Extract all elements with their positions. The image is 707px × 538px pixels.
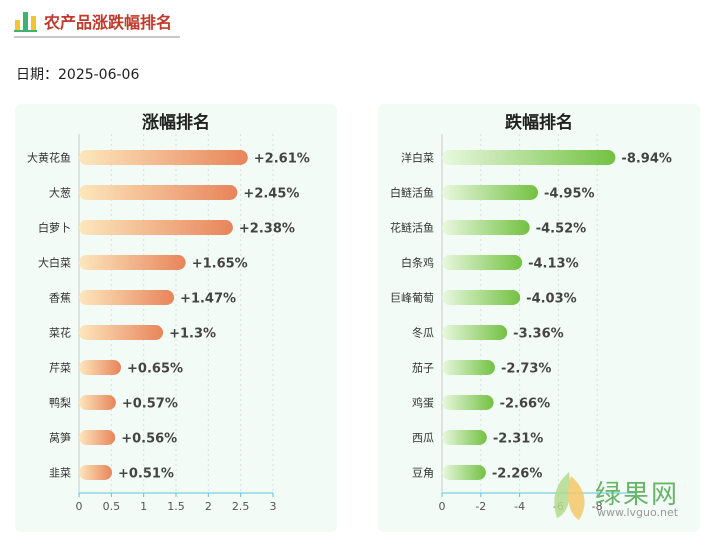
gain-x-tick-label: 2.5 bbox=[232, 500, 250, 513]
page-header: 农产品涨跌幅排名 bbox=[14, 6, 180, 38]
loss-x-tick-label: 0 bbox=[439, 500, 446, 513]
loss-chart-title: 跌幅排名 bbox=[505, 113, 573, 133]
loss-value-label: -2.73% bbox=[501, 362, 552, 377]
gain-value-label: +2.38% bbox=[239, 222, 295, 237]
watermark-url: www.lvguo.net bbox=[597, 506, 679, 519]
gain-bar bbox=[79, 430, 116, 445]
gain-bar bbox=[79, 360, 122, 375]
gain-bar bbox=[79, 465, 112, 480]
loss-value-label: -2.31% bbox=[493, 432, 543, 447]
loss-category-label: 洋白菜 bbox=[401, 151, 434, 165]
gain-value-label: +2.61% bbox=[254, 152, 310, 167]
gain-bar bbox=[79, 150, 248, 165]
watermark-brand: 绿果网 bbox=[595, 480, 680, 510]
loss-category-label: 冬瓜 bbox=[412, 326, 434, 340]
loss-chart: 0-2-4-6-8洋白菜-8.94%白鲢活鱼-4.95%花鲢活鱼-4.52%白条… bbox=[390, 134, 672, 513]
loss-category-label: 茄子 bbox=[412, 361, 434, 375]
gain-value-label: +1.65% bbox=[192, 257, 248, 272]
gain-chart-panel: 涨幅排名 0 0.5 1 1.5 2 2.5 3 大黄花鱼 +2.61% 大葱 +2.45% 白萝卜 +… bbox=[15, 104, 337, 532]
gain-value-label: +0.57% bbox=[122, 397, 178, 412]
loss-category-label: 白条鸡 bbox=[401, 256, 434, 270]
loss-category-label: 豆角 bbox=[412, 467, 434, 480]
gain-bar bbox=[79, 255, 186, 270]
loss-bar bbox=[442, 465, 486, 480]
bar-chart-icon bbox=[14, 12, 37, 32]
loss-value-label: -4.52% bbox=[536, 222, 587, 237]
header-divider bbox=[14, 36, 180, 38]
gain-bar bbox=[79, 325, 164, 340]
loss-category-label: 鸡蛋 bbox=[412, 396, 434, 410]
loss-x-tick-label: -2 bbox=[475, 500, 486, 513]
loss-bar bbox=[442, 430, 487, 445]
loss-bar bbox=[442, 325, 508, 340]
gain-category-label: 菜花 bbox=[49, 327, 71, 340]
loss-value-label: -2.26% bbox=[492, 467, 543, 482]
gain-category-label: 鸭梨 bbox=[49, 396, 71, 410]
loss-category-label: 巨峰葡萄 bbox=[390, 292, 434, 305]
gain-category-label: 莴笋 bbox=[49, 431, 71, 445]
gain-bar bbox=[79, 220, 233, 235]
gain-bar bbox=[79, 185, 238, 200]
gain-category-label: 芹菜 bbox=[49, 362, 71, 375]
loss-x-tick-label: -8 bbox=[592, 500, 603, 513]
loss-value-label: -3.36% bbox=[513, 327, 564, 342]
loss-x-tick-label: -4 bbox=[514, 500, 525, 513]
loss-bar bbox=[442, 395, 494, 410]
gain-value-label: +1.3% bbox=[169, 327, 216, 342]
gain-value-label: +0.51% bbox=[118, 467, 174, 482]
loss-value-label: -2.66% bbox=[500, 397, 551, 412]
gain-x-tick-label: 1 bbox=[140, 500, 147, 513]
date-row: 日期：2025-06-06 bbox=[16, 64, 139, 84]
loss-bar bbox=[442, 185, 539, 200]
gain-x-tick-label: 0 bbox=[76, 500, 83, 513]
loss-bar bbox=[442, 290, 521, 305]
loss-value-label: -4.03% bbox=[526, 292, 577, 307]
loss-bar bbox=[442, 150, 616, 165]
gain-x-tick-label: 0.5 bbox=[103, 500, 121, 513]
page-title: 农产品涨跌幅排名 bbox=[44, 13, 173, 32]
loss-bar bbox=[442, 220, 530, 235]
loss-bar bbox=[442, 255, 523, 270]
gain-value-label: +0.56% bbox=[121, 432, 177, 447]
date-value: 2025-06-06 bbox=[58, 67, 140, 83]
loss-category-label: 花鲢活鱼 bbox=[390, 221, 434, 235]
watermark: 绿果网 www.lvguo.net bbox=[545, 470, 705, 526]
gain-category-label: 大葱 bbox=[49, 186, 71, 200]
loss-chart-panel: 跌幅排名 0-2-4-6-8洋白菜-8.94%白鲢活鱼-4.95%花鲢活鱼-4.… bbox=[378, 104, 700, 532]
leaf-logo-icon bbox=[554, 472, 585, 520]
date-label: 日期： bbox=[16, 67, 58, 83]
gain-category-label: 韭菜 bbox=[49, 467, 71, 480]
gain-value-label: +0.65% bbox=[127, 362, 183, 377]
gain-bar bbox=[79, 395, 116, 410]
gain-chart-title: 涨幅排名 bbox=[142, 113, 210, 133]
loss-value-label: -8.94% bbox=[621, 152, 672, 167]
gain-value-label: +2.45% bbox=[243, 187, 299, 202]
loss-value-label: -4.95% bbox=[544, 187, 595, 202]
gain-category-label: 大黄花鱼 bbox=[27, 151, 71, 165]
loss-bar bbox=[442, 360, 495, 375]
gain-category-label: 大白菜 bbox=[38, 256, 71, 270]
gain-value-label: +1.47% bbox=[180, 292, 236, 307]
gain-chart: 0 0.5 1 1.5 2 2.5 3 大黄花鱼 +2.61% 大葱 +2.45% 白萝卜 +2.38%… bbox=[27, 134, 310, 513]
loss-category-label: 西瓜 bbox=[412, 432, 434, 445]
gain-x-tick-label: 1.5 bbox=[167, 500, 185, 513]
gain-x-tick-label: 2 bbox=[205, 500, 212, 513]
gain-bar bbox=[79, 290, 175, 305]
gain-category-label: 香蕉 bbox=[49, 292, 71, 305]
loss-category-label: 白鲢活鱼 bbox=[390, 186, 434, 200]
loss-value-label: -4.13% bbox=[528, 257, 579, 272]
gain-category-label: 白萝卜 bbox=[38, 221, 71, 235]
gain-x-tick-label: 3 bbox=[270, 500, 277, 513]
